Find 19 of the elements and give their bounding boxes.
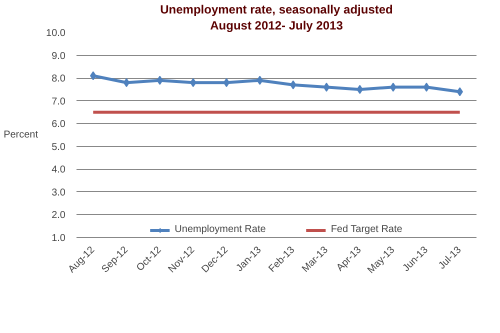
legend-label: Fed Target Rate xyxy=(330,224,402,235)
chart-subtitle: August 2012- July 2013 xyxy=(210,18,344,32)
y-tick-label: 7.0 xyxy=(52,96,66,108)
point xyxy=(423,82,430,92)
y-axis-title: Percent xyxy=(4,130,38,140)
y-tick-label: 8.0 xyxy=(52,74,66,85)
point xyxy=(323,82,330,92)
chart-title: Unemployment rate, seasonally adjusted xyxy=(160,2,393,16)
y-tick-label: 9.0 xyxy=(52,50,66,62)
point xyxy=(123,78,130,88)
y-tick-label: 2.0 xyxy=(52,210,66,222)
y-tick-label: 3.0 xyxy=(52,187,66,198)
y-tick-label: 1.0 xyxy=(52,233,66,244)
y-tick-label: 4.0 xyxy=(52,164,66,176)
y-tick-label: 10.0 xyxy=(46,28,66,39)
point xyxy=(223,78,230,88)
y-tick-label: 5.0 xyxy=(52,142,66,153)
legend-label: Unemployment Rate xyxy=(174,224,266,235)
y-tick-label: 6.0 xyxy=(52,119,66,130)
